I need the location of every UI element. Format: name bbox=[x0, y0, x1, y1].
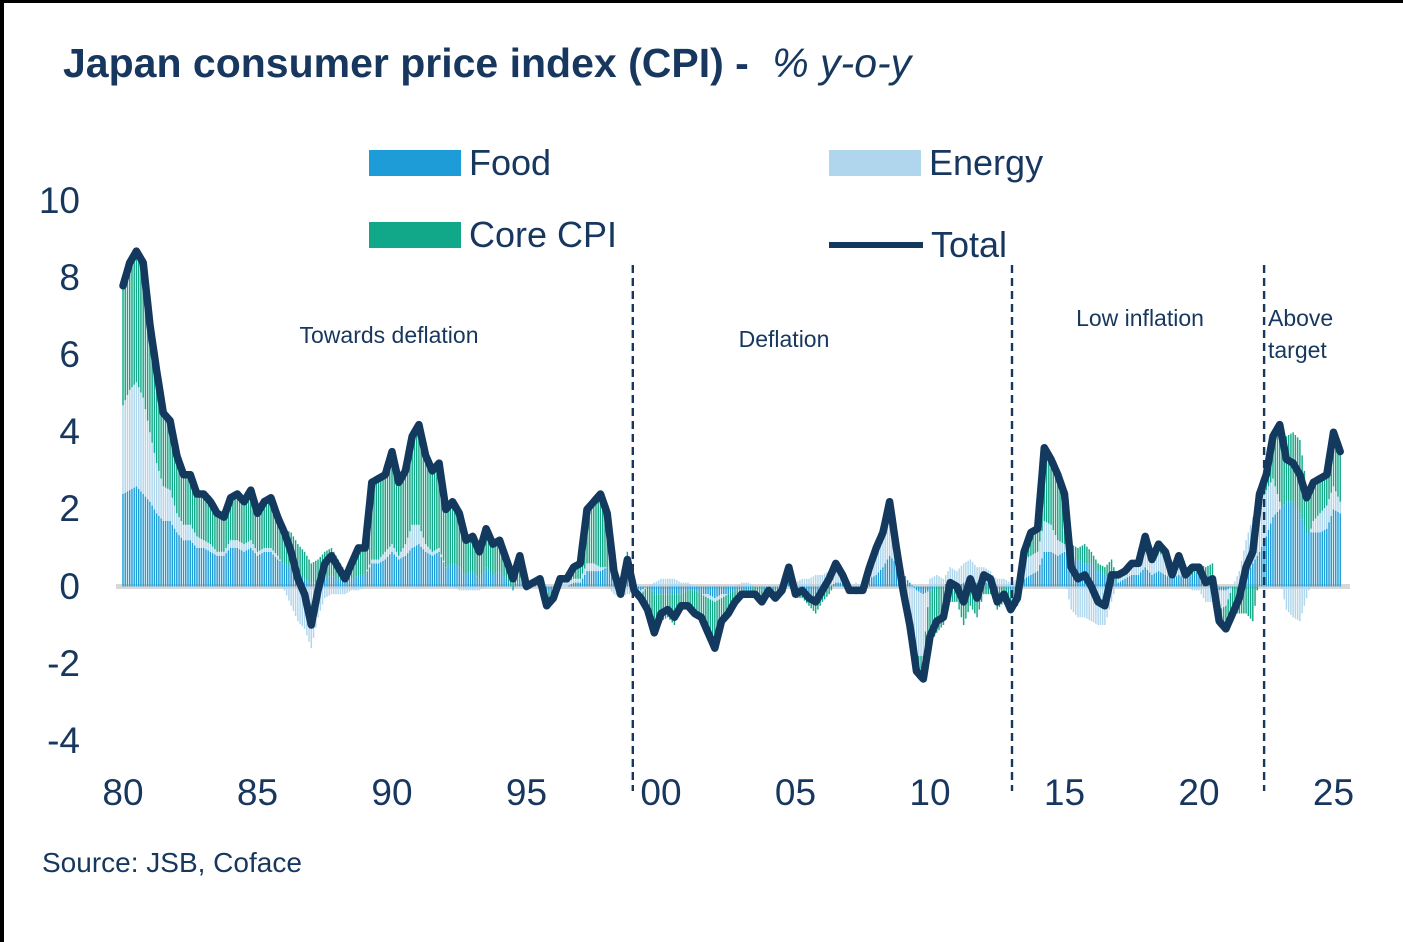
legend-item-total: Total bbox=[829, 224, 1007, 266]
x-axis-tick-label: 15 bbox=[1043, 772, 1086, 813]
y-axis-tick-label: -2 bbox=[47, 642, 80, 684]
page-title: Japan consumer price index (CPI) - % y-o… bbox=[63, 39, 911, 87]
food-swatch-icon bbox=[369, 150, 461, 176]
legend-label-food: Food bbox=[469, 142, 552, 183]
y-axis-tick-label: 10 bbox=[38, 180, 80, 221]
source-note: Source: JSB, Coface bbox=[42, 847, 302, 878]
y-axis-tick-label: 2 bbox=[59, 488, 80, 530]
x-axis-tick-label: 90 bbox=[371, 772, 413, 813]
x-axis-tick-label: 95 bbox=[505, 772, 548, 813]
annotation-low-inflation: Low inflation bbox=[1076, 305, 1204, 331]
page-title-units: % y-o-y bbox=[772, 40, 912, 86]
legend-item-energy: Energy bbox=[829, 142, 1043, 184]
x-axis-tick-label: 10 bbox=[909, 772, 951, 813]
x-axis-tick-label: 25 bbox=[1312, 772, 1355, 813]
cpi-chart-plot bbox=[116, 247, 1350, 791]
annotation-above-target: Above target bbox=[1268, 305, 1334, 363]
x-axis-tick-label: 00 bbox=[640, 772, 682, 813]
legend-label-total: Total bbox=[931, 224, 1008, 265]
y-axis-tick-label: -4 bbox=[47, 719, 80, 761]
y-axis-tick-label: 8 bbox=[59, 257, 80, 299]
y-axis-tick-label: 4 bbox=[59, 411, 80, 453]
legend-label-energy: Energy bbox=[929, 142, 1044, 183]
page-title-main: Japan consumer price index (CPI) - bbox=[63, 40, 749, 86]
x-axis-tick-label: 80 bbox=[102, 772, 144, 813]
legend-item-food: Food bbox=[369, 142, 551, 184]
core-cpi-swatch-icon bbox=[369, 222, 461, 248]
x-axis-tick-label: 05 bbox=[774, 772, 817, 813]
y-axis-tick-label: 0 bbox=[59, 565, 80, 607]
legend-item-core-cpi: Core CPI bbox=[369, 214, 617, 256]
energy-swatch-icon bbox=[829, 150, 921, 176]
x-axis-tick-label: 85 bbox=[236, 772, 279, 813]
y-axis-tick-label: 6 bbox=[59, 334, 80, 376]
annotation-deflation: Deflation bbox=[738, 326, 830, 352]
x-axis-tick-label: 20 bbox=[1178, 772, 1220, 813]
total-line-swatch-icon bbox=[829, 242, 923, 248]
annotation-towards-deflation: Towards deflation bbox=[299, 322, 479, 348]
legend-label-core-cpi: Core CPI bbox=[469, 214, 618, 255]
